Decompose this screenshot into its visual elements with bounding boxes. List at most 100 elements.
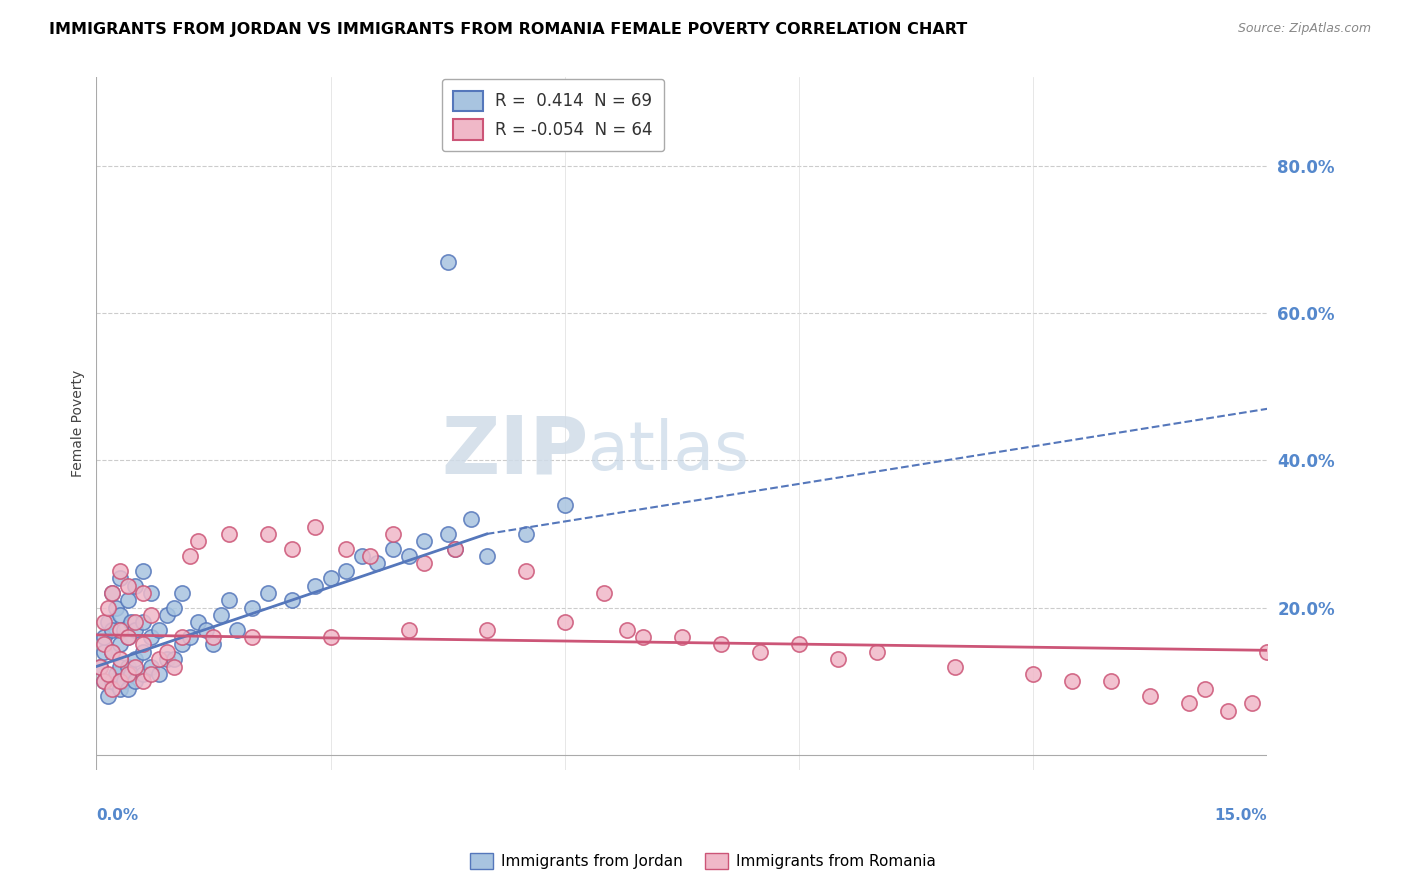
- Point: [108, 637, 131, 651]
- Point: [97, 689, 120, 703]
- Point: [460, 512, 482, 526]
- Point: [179, 549, 201, 563]
- Point: [121, 666, 143, 681]
- Point: [104, 666, 127, 681]
- Point: [335, 541, 357, 556]
- Point: [117, 630, 139, 644]
- Text: atlas: atlas: [588, 418, 749, 484]
- Point: [108, 564, 131, 578]
- Point: [132, 586, 155, 600]
- Point: [398, 549, 420, 563]
- Point: [444, 541, 467, 556]
- Point: [108, 659, 131, 673]
- Point: [163, 652, 186, 666]
- Point: [93, 674, 115, 689]
- Point: [117, 666, 139, 681]
- Point: [359, 549, 381, 563]
- Point: [132, 674, 155, 689]
- Point: [1099, 674, 1122, 689]
- Point: [101, 645, 124, 659]
- Point: [93, 615, 115, 630]
- Point: [209, 607, 232, 622]
- Point: [280, 593, 302, 607]
- Text: IMMIGRANTS FROM JORDAN VS IMMIGRANTS FROM ROMANIA FEMALE POVERTY CORRELATION CHA: IMMIGRANTS FROM JORDAN VS IMMIGRANTS FRO…: [49, 22, 967, 37]
- Point: [1062, 674, 1084, 689]
- Point: [148, 652, 170, 666]
- Point: [132, 564, 155, 578]
- Point: [515, 564, 537, 578]
- Point: [749, 645, 772, 659]
- Point: [187, 534, 209, 549]
- Point: [89, 659, 111, 673]
- Point: [413, 557, 436, 571]
- Point: [1022, 666, 1045, 681]
- Point: [1256, 645, 1278, 659]
- Point: [1194, 681, 1216, 696]
- Point: [117, 659, 139, 673]
- Point: [104, 600, 127, 615]
- Point: [350, 549, 373, 563]
- Point: [280, 541, 302, 556]
- Point: [163, 659, 186, 673]
- Point: [148, 666, 170, 681]
- Point: [139, 607, 162, 622]
- Point: [124, 659, 146, 673]
- Point: [1178, 696, 1201, 710]
- Point: [475, 623, 498, 637]
- Point: [202, 637, 225, 651]
- Point: [187, 615, 209, 630]
- Point: [97, 615, 120, 630]
- Point: [156, 652, 179, 666]
- Legend: Immigrants from Jordan, Immigrants from Romania: Immigrants from Jordan, Immigrants from …: [464, 847, 942, 875]
- Point: [382, 541, 405, 556]
- Point: [202, 630, 225, 644]
- Point: [413, 534, 436, 549]
- Point: [319, 630, 342, 644]
- Text: 0.0%: 0.0%: [97, 808, 138, 823]
- Point: [132, 645, 155, 659]
- Point: [436, 254, 458, 268]
- Point: [93, 645, 115, 659]
- Point: [172, 586, 194, 600]
- Legend: R =  0.414  N = 69, R = -0.054  N = 64: R = 0.414 N = 69, R = -0.054 N = 64: [441, 78, 664, 151]
- Point: [101, 645, 124, 659]
- Text: Source: ZipAtlas.com: Source: ZipAtlas.com: [1237, 22, 1371, 36]
- Point: [172, 637, 194, 651]
- Point: [242, 600, 264, 615]
- Point: [132, 637, 155, 651]
- Point: [117, 578, 139, 592]
- Point: [1218, 704, 1240, 718]
- Point: [194, 623, 217, 637]
- Point: [943, 659, 966, 673]
- Point: [257, 527, 280, 541]
- Y-axis label: Female Poverty: Female Poverty: [72, 370, 86, 477]
- Point: [827, 652, 849, 666]
- Point: [124, 615, 146, 630]
- Point: [242, 630, 264, 644]
- Text: 15.0%: 15.0%: [1215, 808, 1267, 823]
- Point: [179, 630, 201, 644]
- Point: [304, 578, 326, 592]
- Point: [101, 586, 124, 600]
- Point: [124, 652, 146, 666]
- Point: [671, 630, 693, 644]
- Point: [93, 637, 115, 651]
- Point: [139, 586, 162, 600]
- Point: [121, 615, 143, 630]
- Point: [710, 637, 733, 651]
- Point: [124, 674, 146, 689]
- Point: [1139, 689, 1161, 703]
- Point: [218, 527, 240, 541]
- Point: [101, 623, 124, 637]
- Point: [108, 674, 131, 689]
- Point: [631, 630, 654, 644]
- Point: [112, 623, 135, 637]
- Point: [475, 549, 498, 563]
- Point: [1240, 696, 1263, 710]
- Point: [319, 571, 342, 585]
- Point: [515, 527, 537, 541]
- Point: [101, 674, 124, 689]
- Point: [616, 623, 638, 637]
- Point: [156, 645, 179, 659]
- Point: [787, 637, 810, 651]
